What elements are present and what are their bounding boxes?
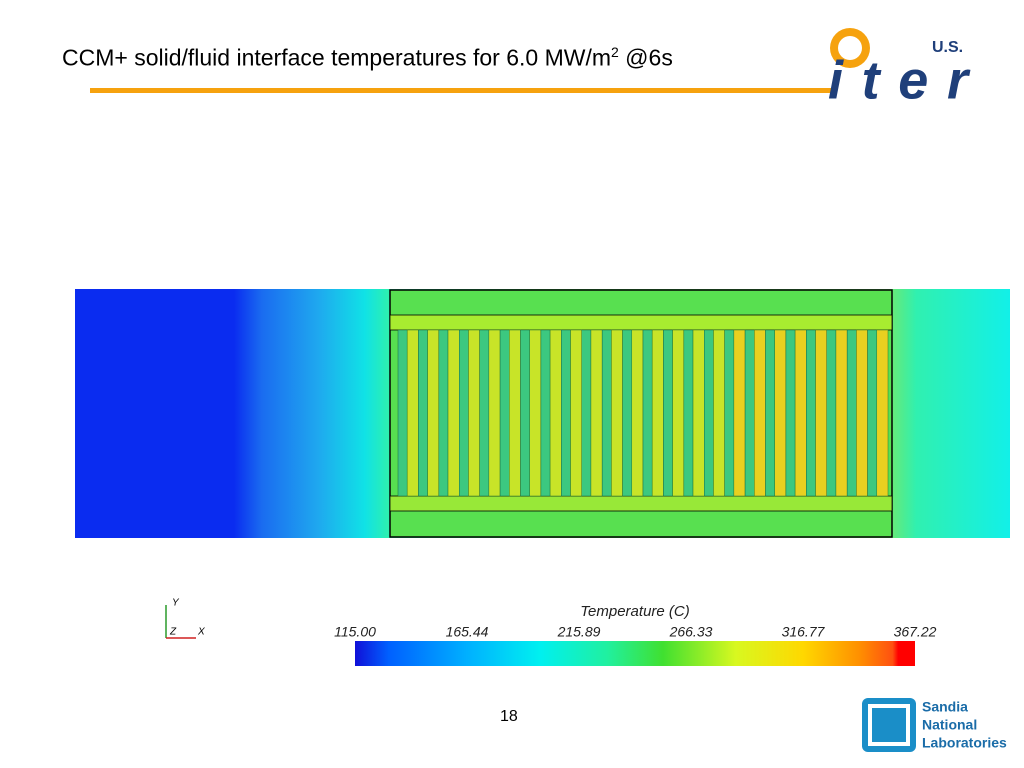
colorbar-label: 266.33 bbox=[669, 624, 713, 640]
fin bbox=[611, 329, 623, 497]
fin-gap bbox=[867, 329, 878, 497]
title-text: CCM+ solid/fluid interface temperatures … bbox=[62, 44, 611, 71]
fin-gap bbox=[520, 329, 530, 497]
slide-title: CCM+ solid/fluid interface temperatures … bbox=[62, 44, 673, 72]
sandia-logo: Sandia National Laboratories bbox=[862, 698, 1007, 752]
triad-y-label: Y bbox=[172, 598, 180, 609]
title-suffix: @6s bbox=[618, 44, 673, 71]
fin bbox=[631, 329, 644, 497]
fin-gap bbox=[785, 329, 796, 497]
fin bbox=[570, 329, 582, 497]
fin-gap bbox=[744, 329, 755, 497]
fin bbox=[856, 329, 868, 497]
triad-z-label: Z bbox=[169, 627, 177, 638]
fin-gap bbox=[806, 329, 816, 497]
logo-sun-core bbox=[838, 36, 862, 60]
sandia-line: Laboratories bbox=[922, 735, 1007, 751]
iter-logo: U.S. iter bbox=[828, 28, 971, 110]
fin-gap bbox=[704, 329, 714, 497]
fin bbox=[590, 329, 603, 497]
fin-gap bbox=[499, 329, 510, 497]
fin-gap bbox=[663, 329, 673, 497]
colorbar-title: Temperature (C) bbox=[580, 603, 689, 620]
upper-band bbox=[389, 314, 893, 331]
fin-gap bbox=[479, 329, 490, 497]
colorbar: Temperature (C) 115.00 165.44 215.89 266.33… bbox=[334, 603, 937, 666]
title-superscript: 2 bbox=[611, 44, 619, 60]
fin bbox=[754, 329, 766, 497]
sandia-line: Sandia bbox=[922, 699, 968, 715]
fin-gap bbox=[459, 329, 469, 497]
triad-x-label: X bbox=[197, 627, 205, 638]
fin-gap bbox=[438, 329, 449, 497]
fin-gap bbox=[765, 329, 775, 497]
fin bbox=[468, 329, 480, 497]
page-number: 18 bbox=[500, 708, 518, 725]
colorbar-scale bbox=[355, 641, 915, 666]
fin-gap bbox=[724, 329, 735, 497]
fin-gap bbox=[601, 329, 612, 497]
fin bbox=[876, 329, 889, 497]
fin-gap bbox=[826, 329, 837, 497]
fin-gap bbox=[581, 329, 592, 497]
fin-gap bbox=[846, 329, 857, 497]
fin bbox=[427, 329, 440, 497]
colorbar-label: 316.77 bbox=[782, 624, 826, 640]
fin bbox=[794, 329, 807, 497]
fin bbox=[447, 329, 460, 497]
title-rule bbox=[90, 88, 832, 93]
axes-triad: Y Z X bbox=[165, 598, 205, 639]
fin bbox=[835, 329, 848, 497]
fin bbox=[692, 329, 705, 497]
simulation-image bbox=[75, 289, 1010, 538]
fin bbox=[733, 329, 746, 497]
fin bbox=[549, 329, 562, 497]
colorbar-label: 215.89 bbox=[557, 624, 601, 640]
fin bbox=[406, 329, 419, 497]
fin-gap bbox=[561, 329, 571, 497]
logo-country: U.S. bbox=[932, 39, 963, 56]
sandia-emblem-mark bbox=[868, 704, 910, 746]
lower-band bbox=[389, 495, 893, 512]
fin-gap bbox=[683, 329, 694, 497]
fin bbox=[713, 329, 725, 497]
sandia-emblem bbox=[862, 698, 916, 752]
fin-gap bbox=[642, 329, 653, 497]
fin bbox=[509, 329, 521, 497]
colorbar-label: 115.00 bbox=[334, 624, 376, 640]
colorbar-label: 165.44 bbox=[446, 624, 489, 640]
fin bbox=[815, 329, 827, 497]
fin bbox=[529, 329, 542, 497]
fin-gap bbox=[540, 329, 551, 497]
sandia-line: National bbox=[922, 717, 977, 733]
fin bbox=[488, 329, 501, 497]
fin-gap bbox=[622, 329, 633, 497]
fin-gap bbox=[397, 329, 408, 497]
fin-gap bbox=[418, 329, 428, 497]
fin bbox=[651, 329, 664, 497]
fin bbox=[774, 329, 787, 497]
colorbar-label: 367.22 bbox=[894, 624, 937, 640]
fin bbox=[672, 329, 685, 497]
